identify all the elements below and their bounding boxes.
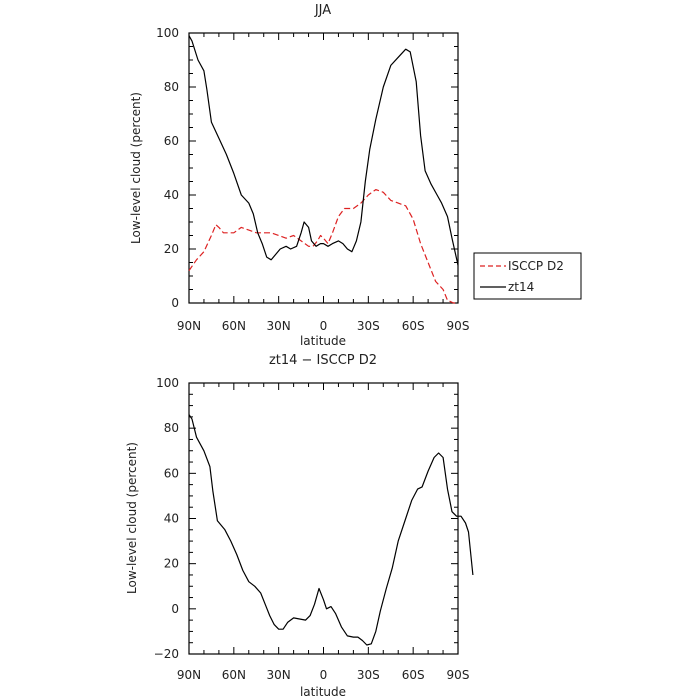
chart-difference-x-ticks: 90N 60N 30N 0 30S 60S 90S <box>177 383 470 682</box>
x-tick-label: 30N <box>267 668 291 682</box>
x-tick-label: 30S <box>357 668 380 682</box>
chart-jja-y-ticks: 0 20 40 60 80 100 <box>156 26 458 310</box>
y-tick-label: −20 <box>154 647 179 661</box>
y-tick-label: 40 <box>164 188 179 202</box>
y-tick-label: 40 <box>164 512 179 526</box>
x-tick-label: 90S <box>447 668 470 682</box>
chart-jja-y-axis-label: Low-level cloud (percent) <box>129 92 143 244</box>
y-tick-label: 20 <box>164 557 179 571</box>
y-tick-label: 0 <box>171 602 179 616</box>
x-tick-label: 60S <box>402 668 425 682</box>
chart-jja-title: JJA <box>314 3 331 18</box>
x-tick-label: 60S <box>402 319 425 333</box>
x-tick-label: 90N <box>177 319 201 333</box>
chart-jja-legend: ISCCP D2 zt14 <box>473 252 582 300</box>
x-tick-label: 60N <box>222 319 246 333</box>
y-tick-label: 60 <box>164 134 179 148</box>
y-tick-label: 0 <box>171 296 179 310</box>
legend-box <box>473 252 582 300</box>
chart-difference: zt14 − ISCCP D2 −20 0 20 40 60 80 100 90N 60N 30… <box>125 353 474 699</box>
legend-label-zt14: zt14 <box>508 280 534 294</box>
y-tick-label: 100 <box>156 376 179 390</box>
x-tick-label: 0 <box>320 319 328 333</box>
chart-jja-plot-frame <box>188 32 459 304</box>
x-tick-label: 60N <box>222 668 246 682</box>
series-line-jja-isccp-d2 <box>188 189 458 304</box>
legend-label-isccp-d2: ISCCP D2 <box>508 259 564 273</box>
series-line-jja-zt14 <box>188 35 459 266</box>
chart-difference-series <box>188 414 474 646</box>
x-tick-label: 90N <box>177 668 201 682</box>
series-line-difference-difference <box>188 414 474 646</box>
chart-difference-y-ticks: −20 0 20 40 60 80 100 <box>154 376 458 661</box>
x-tick-label: 30S <box>357 319 380 333</box>
chart-jja-x-ticks: 90N 60N 30N 0 30S 60S 90S <box>177 33 470 333</box>
chart-difference-title: zt14 − ISCCP D2 <box>269 353 377 368</box>
chart-difference-x-axis-label: latitude <box>300 685 346 699</box>
y-tick-label: 80 <box>164 80 179 94</box>
chart-jja-series <box>188 35 459 304</box>
chart-difference-y-axis-label: Low-level cloud (percent) <box>125 442 139 594</box>
y-tick-label: 60 <box>164 466 179 480</box>
chart-jja-x-axis-label: latitude <box>300 334 346 348</box>
x-tick-label: 30N <box>267 319 291 333</box>
y-tick-label: 100 <box>156 26 179 40</box>
y-tick-label: 80 <box>164 421 179 435</box>
y-tick-label: 20 <box>164 242 179 256</box>
x-tick-label: 90S <box>447 319 470 333</box>
chart-jja: JJA 0 20 40 60 80 100 90N 60N 30N 0 30S 60S 90S lat… <box>129 3 469 348</box>
x-tick-label: 0 <box>320 668 328 682</box>
chart-difference-plot-frame <box>188 382 459 655</box>
